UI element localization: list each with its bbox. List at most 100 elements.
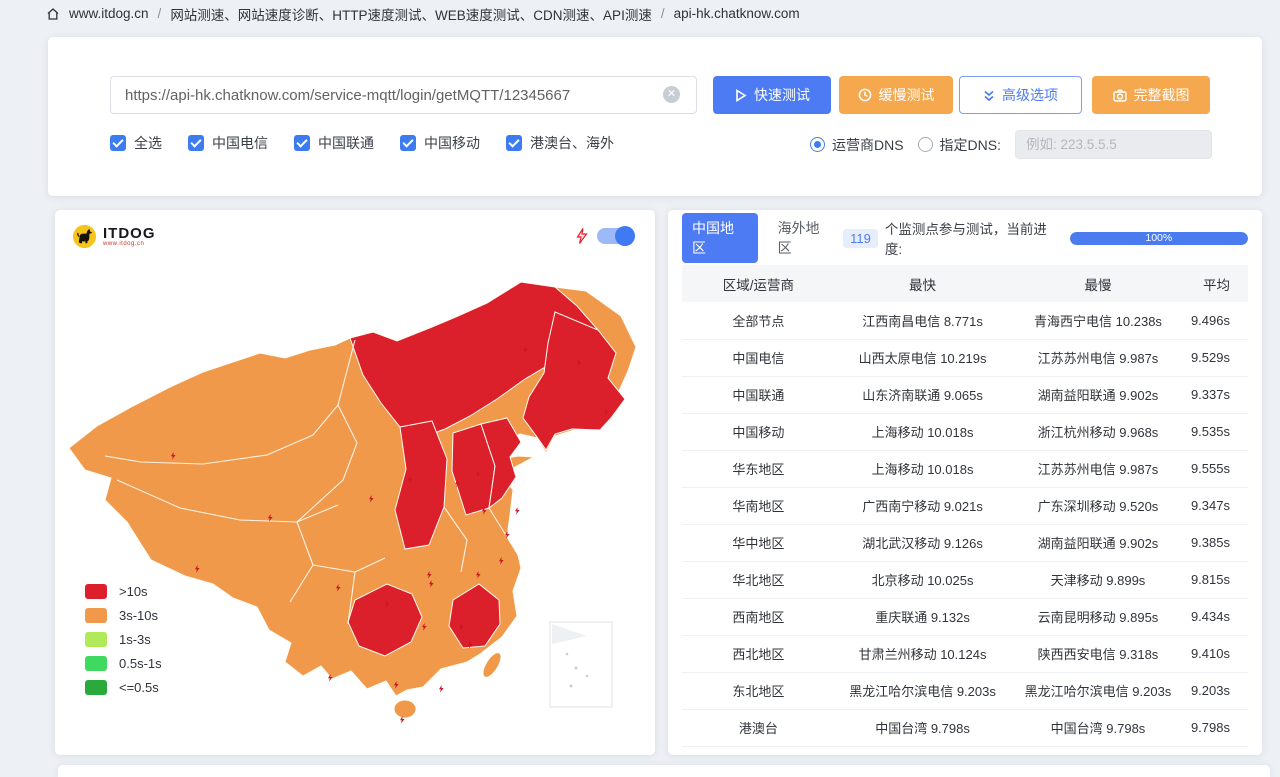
legend-label: 3s-10s: [119, 608, 159, 623]
legend-label: >10s: [119, 584, 148, 599]
cell-fastest: 广西南宁移动 9.021s: [834, 487, 1011, 525]
sea-inset: [549, 621, 613, 708]
cell-slowest: 云南昆明移动 9.895s: [1010, 598, 1186, 636]
header-region: 区域/运营商: [682, 265, 835, 302]
table-row: 全部节点 江西南昌电信 8.771s 青海西宁电信 10.238s 9.496s: [682, 302, 1248, 340]
breadcrumb-path[interactable]: 网站测速、网站速度诊断、HTTP速度测试、WEB速度测试、CDN测速、API测速: [170, 7, 652, 23]
node-lightning-icon: [400, 716, 405, 724]
cell-fastest: 甘肃兰州移动 10.124s: [834, 635, 1011, 673]
camera-icon: [1112, 89, 1127, 102]
cell-fastest: 重庆联通 9.132s: [834, 598, 1011, 636]
cell-average: 9.496s: [1185, 302, 1248, 340]
node-lightning-icon: [422, 623, 427, 631]
legend-swatch: [85, 632, 107, 647]
isp-checkbox-2[interactable]: 中国联通: [294, 133, 374, 153]
node-lightning-icon: [468, 641, 473, 649]
next-card-top: [58, 765, 1270, 777]
cell-slowest: 中国台湾 9.798s: [1010, 709, 1186, 747]
node-lightning-icon: [328, 674, 333, 682]
radio-carrier-dns[interactable]: 运营商DNS: [809, 135, 904, 155]
legend-item-1: 3s-10s: [85, 608, 162, 623]
cell-fastest: 山东济南联通 9.065s: [834, 376, 1011, 414]
cell-fastest: 北京移动 10.025s: [834, 561, 1011, 599]
node-lightning-icon: [459, 623, 464, 631]
itdog-logo[interactable]: ITDOG www.itdog.cn: [71, 223, 156, 250]
cell-fastest: 湖北武汉移动 9.126s: [834, 524, 1011, 562]
cell-slowest: 江苏苏州电信 9.987s: [1010, 450, 1186, 488]
breadcrumb-current[interactable]: api-hk.chatknow.com: [673, 6, 800, 21]
chevron-double-down-icon: [984, 90, 994, 101]
checkbox-checked-icon: [110, 135, 126, 151]
radio-custom-dns[interactable]: 指定DNS:: [917, 135, 1001, 155]
screenshot-button[interactable]: 完整截图: [1092, 76, 1210, 114]
lightning-icon: [576, 228, 588, 244]
node-lightning-icon: [369, 495, 374, 503]
home-icon[interactable]: [46, 7, 60, 21]
node-lightning-icon: [505, 531, 510, 539]
legend-swatch: [85, 608, 107, 623]
isp-checkbox-4[interactable]: 港澳台、海外: [506, 133, 614, 153]
checkbox-checked-icon: [294, 135, 310, 151]
cell-average: 9.798s: [1185, 709, 1248, 747]
test-panel: ✕ 快速测试 缓慢测试 高级选项 完整截图 全选 中国电信 中国联通 中国移动 港澳台、…: [48, 37, 1262, 196]
node-lightning-icon: [427, 571, 432, 579]
legend-label: 1s-3s: [119, 632, 151, 647]
fast-test-button[interactable]: 快速测试: [713, 76, 831, 114]
isp-checkbox-0[interactable]: 全选: [110, 133, 162, 153]
cell-slowest: 天津移动 9.899s: [1010, 561, 1186, 599]
isp-checkbox-1[interactable]: 中国电信: [188, 133, 268, 153]
breadcrumb-home[interactable]: www.itdog.cn: [69, 6, 149, 21]
node-lightning-icon: [476, 571, 481, 579]
dog-logo-icon: [72, 224, 97, 249]
results-panel: 中国地区 海外地区 119 个监测点参与测试，当前进度: 100% 区域/运营商…: [668, 210, 1262, 755]
logo-title: ITDOG: [103, 224, 156, 242]
node-lightning-icon: [394, 681, 399, 689]
node-lightning-icon: [385, 600, 390, 608]
tab-china-region[interactable]: 中国地区: [682, 213, 758, 263]
advanced-options-button[interactable]: 高级选项: [959, 76, 1082, 114]
cell-fastest: 黑龙江哈尔滨电信 9.203s: [834, 672, 1011, 710]
node-markers: [171, 346, 609, 724]
header-average: 平均: [1185, 265, 1248, 302]
node-lightning-icon: [439, 685, 444, 693]
tab-overseas-region[interactable]: 海外地区: [777, 220, 820, 256]
table-header-row: 区域/运营商 最快 最慢 平均: [682, 265, 1248, 302]
isp-checkbox-3[interactable]: 中国移动: [400, 133, 480, 153]
slow-test-button[interactable]: 缓慢测试: [839, 76, 953, 114]
node-lightning-icon: [195, 565, 200, 573]
china-speed-map[interactable]: [55, 210, 655, 755]
cell-region: 中国联通: [682, 376, 835, 414]
url-input[interactable]: [110, 76, 697, 114]
dns-options: 运营商DNS 指定DNS:: [809, 130, 1212, 159]
table-row: 西南地区 重庆联通 9.132s 云南昆明移动 9.895s 9.434s: [682, 598, 1248, 636]
checkbox-checked-icon: [506, 135, 522, 151]
logo-subtitle: www.itdog.cn: [103, 240, 145, 247]
clear-input-icon[interactable]: ✕: [663, 86, 680, 103]
breadcrumb-separator: /: [157, 6, 162, 21]
progress-bar: 100%: [1069, 231, 1248, 245]
legend-item-3: 0.5s-1s: [85, 656, 162, 671]
results-header: 中国地区 海外地区 119 个监测点参与测试，当前进度: 100%: [682, 213, 1248, 263]
breadcrumb: www.itdog.cn / 网站测速、网站速度诊断、HTTP速度测试、WEB速…: [0, 0, 1280, 27]
cell-region: 全部节点: [682, 302, 835, 340]
map-mode-toggle[interactable]: [597, 226, 635, 246]
map-legend: >10s 3s-10s 1s-3s 0.5s-1s <=0.5s: [85, 584, 162, 695]
custom-dns-input[interactable]: [1015, 130, 1212, 159]
table-row: 港澳台 中国台湾 9.798s 中国台湾 9.798s 9.798s: [682, 709, 1248, 747]
cell-average: 9.529s: [1185, 339, 1248, 377]
legend-label: 0.5s-1s: [119, 656, 162, 671]
legend-item-4: <=0.5s: [85, 680, 162, 695]
table-row: 东北地区 黑龙江哈尔滨电信 9.203s 黑龙江哈尔滨电信 9.203s 9.203s: [682, 672, 1248, 710]
cell-fastest: 上海移动 10.018s: [834, 413, 1011, 451]
results-table: 区域/运营商 最快 最慢 平均 全部节点 江西南昌电信 8.771s 青海西宁电信 …: [682, 265, 1248, 747]
table-row: 华中地区 湖北武汉移动 9.126s 湖南益阳联通 9.902s 9.385s: [682, 524, 1248, 562]
cell-region: 西南地区: [682, 598, 835, 636]
node-lightning-icon: [577, 359, 582, 367]
node-lightning-icon: [515, 507, 520, 515]
clock-icon: [858, 88, 871, 102]
cell-region: 西北地区: [682, 635, 835, 673]
cell-region: 华中地区: [682, 524, 835, 562]
red-region-northeast: [522, 311, 626, 451]
node-lightning-icon: [336, 584, 341, 592]
cell-fastest: 江西南昌电信 8.771s: [834, 302, 1011, 340]
